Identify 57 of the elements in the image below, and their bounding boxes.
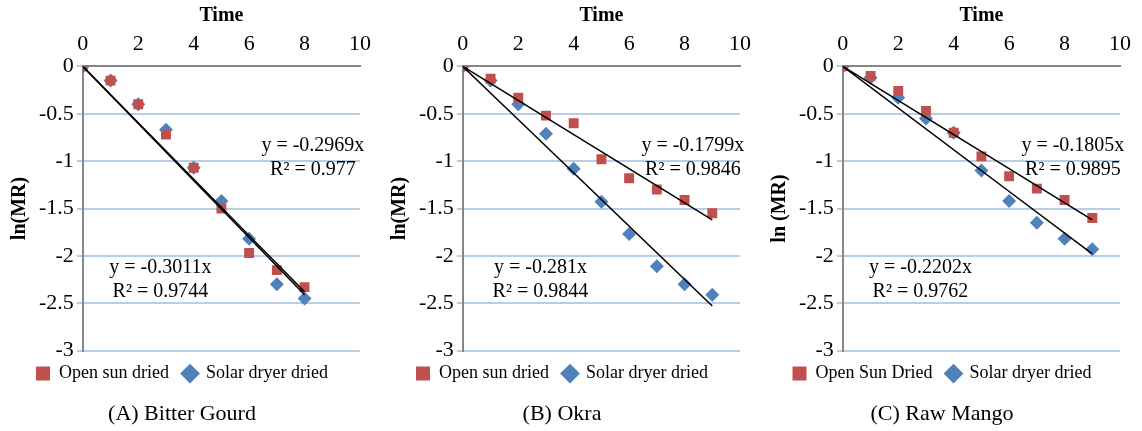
y-tick-label: -1 bbox=[55, 146, 74, 172]
y-tick-label: 0 bbox=[822, 52, 834, 78]
y-tick-label: 0 bbox=[442, 52, 454, 78]
x-axis-title: Time bbox=[959, 3, 1004, 26]
y-axis-title: ln (MR) bbox=[767, 174, 791, 243]
y-tick-label: -1 bbox=[435, 146, 454, 172]
y-tick-label: -3 bbox=[55, 336, 74, 362]
x-tick-label: 10 bbox=[1109, 29, 1131, 55]
x-tick-label: 8 bbox=[299, 29, 311, 55]
y-tick-label: -3 bbox=[815, 336, 834, 362]
y-tick-label: -2 bbox=[815, 241, 834, 267]
y-tick-label: -1.5 bbox=[799, 194, 834, 220]
x-tick-label: 2 bbox=[132, 29, 144, 55]
y-tick-label: -0.5 bbox=[419, 99, 454, 125]
text: (B) Okra bbox=[522, 399, 602, 425]
x-tick-label: 10 bbox=[729, 29, 751, 55]
legend-label: Solar dryer dried bbox=[969, 362, 1092, 383]
x-tick-label: 6 bbox=[623, 29, 635, 55]
y-tick-label: -0.5 bbox=[799, 99, 834, 125]
annotation: y = -0.2202x R² = 0.9762 bbox=[868, 254, 972, 301]
y-tick-label: -0.5 bbox=[39, 99, 74, 125]
text: (A) Bitter Gourd bbox=[108, 399, 256, 425]
x-tick-label: 10 bbox=[349, 29, 371, 55]
annotation: y = -0.1799x R² = 0.9846 bbox=[641, 132, 745, 179]
y-tick-label: -2 bbox=[55, 241, 74, 267]
y-axis-title: ln(MR) bbox=[387, 176, 411, 241]
x-tick-label: 4 bbox=[948, 29, 960, 55]
y-tick-label: -3 bbox=[435, 336, 454, 362]
x-tick-label: 2 bbox=[892, 29, 904, 55]
x-tick-label: 6 bbox=[243, 29, 255, 55]
legend-label: Open sun dried bbox=[59, 362, 170, 383]
legend-label: Open Sun Dried bbox=[815, 362, 933, 383]
text: (C) Raw Mango bbox=[870, 399, 1014, 425]
x-tick-label: 6 bbox=[1003, 29, 1015, 55]
annotation: y = -0.281x R² = 0.9844 bbox=[492, 254, 589, 301]
annotation: y = -0.3011x R² = 0.9744 bbox=[109, 254, 212, 301]
x-tick-label: 8 bbox=[679, 29, 691, 55]
x-tick-label: 4 bbox=[188, 29, 200, 55]
annotation: y = -0.2969x R² = 0.977 bbox=[261, 132, 365, 179]
legend-label: Solar dryer dried bbox=[586, 362, 708, 383]
x-tick-label: 8 bbox=[1059, 29, 1071, 55]
y-tick-label: -2.5 bbox=[39, 289, 74, 315]
y-tick-label: -1 bbox=[815, 146, 834, 172]
x-axis-title: Time bbox=[579, 3, 624, 26]
y-tick-label: -1.5 bbox=[419, 194, 454, 220]
y-tick-label: -2.5 bbox=[419, 289, 454, 315]
y-axis-title: ln(MR) bbox=[7, 176, 31, 241]
y-tick-label: -2.5 bbox=[799, 289, 834, 315]
x-axis-title: Time bbox=[199, 3, 244, 26]
annotation: y = -0.1805x R² = 0.9895 bbox=[1021, 132, 1125, 179]
legend-label: Open sun dried bbox=[439, 362, 550, 383]
y-tick-label: 0 bbox=[62, 52, 74, 78]
y-tick-label: -2 bbox=[435, 241, 454, 267]
x-tick-label: 4 bbox=[568, 29, 580, 55]
legend-label: Solar dryer dried bbox=[206, 362, 328, 383]
x-tick-label: 2 bbox=[512, 29, 524, 55]
y-tick-label: -1.5 bbox=[39, 194, 74, 220]
